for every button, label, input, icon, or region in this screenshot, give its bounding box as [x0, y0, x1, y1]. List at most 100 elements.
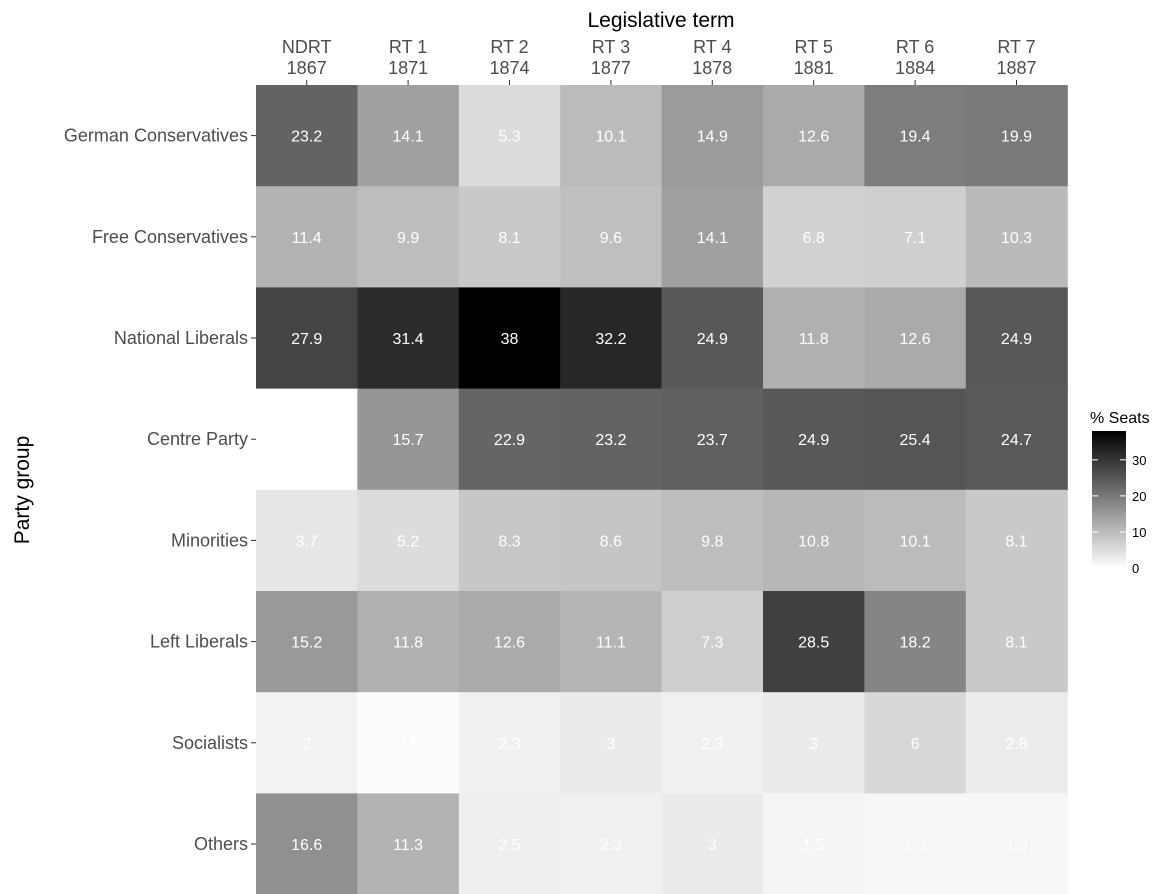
x-tick-label-term: RT 7 — [997, 37, 1035, 57]
cell-value-label: 6.8 — [803, 230, 825, 247]
cell-value-label: 12.6 — [494, 635, 525, 652]
cell-value-label: 38 — [501, 331, 519, 348]
cell-value-label: 16.6 — [291, 837, 322, 854]
cell-value-label: 3.7 — [296, 533, 318, 550]
cell-value-label: 12.6 — [798, 129, 829, 146]
cell-value-label: 5.2 — [397, 533, 419, 550]
cell-value-label: 3 — [708, 837, 717, 854]
cell-value-label: 1.5 — [803, 837, 825, 854]
cell-value-label: 19.9 — [1001, 129, 1032, 146]
cell-value-label: 5.3 — [498, 129, 520, 146]
cell-value-label: 25.4 — [900, 432, 931, 449]
y-tick-label: Centre Party — [147, 429, 248, 449]
y-tick-label: Free Conservatives — [92, 227, 248, 247]
y-axis-labels: German Conservatives Free Conservatives Na… — [64, 126, 256, 854]
cell-value-label: 31.4 — [393, 331, 424, 348]
y-tick-label: German Conservatives — [64, 126, 248, 146]
x-tick-label-year: 1878 — [692, 58, 732, 78]
cell-value-label: 10.8 — [798, 533, 829, 550]
cell-value-label: 10.3 — [1001, 230, 1032, 247]
cell-value-label: 7.1 — [904, 230, 926, 247]
x-tick-label-term: RT 2 — [490, 37, 528, 57]
cell-value-label: 11.8 — [799, 331, 829, 348]
cell-value-label: 11.4 — [292, 230, 322, 247]
cell-value-label: 3 — [809, 736, 818, 753]
cell-value-label: 2.8 — [1005, 736, 1027, 753]
legend-title: % Seats — [1090, 410, 1150, 427]
legend-tick-label: 10 — [1132, 525, 1146, 540]
cell-value-label: 6 — [911, 736, 920, 753]
x-tick-label-term: RT 3 — [592, 37, 630, 57]
cell-value-label: 3 — [606, 736, 615, 753]
legend-color-bar — [1092, 431, 1126, 568]
cell-value-label: 8.1 — [1005, 635, 1027, 652]
cell-value-label: 15.2 — [291, 635, 322, 652]
cell-value-label: 9.6 — [600, 230, 622, 247]
cell-value-label: 2.3 — [498, 736, 520, 753]
cell-value-label: 2.5 — [498, 837, 520, 854]
cell-value-label: 24.9 — [798, 432, 829, 449]
cell-value-label: 32.2 — [595, 331, 626, 348]
y-tick-label: Socialists — [172, 733, 248, 753]
heatmap-cell — [256, 389, 358, 491]
cell-value-label: 18.2 — [900, 635, 931, 652]
y-axis-title: Party group — [11, 436, 34, 545]
x-tick-label-year: 1867 — [287, 58, 327, 78]
cell-value-label: 12.6 — [900, 331, 931, 348]
cell-value-label: 2 — [302, 736, 311, 753]
cell-value-label: 23.2 — [595, 432, 626, 449]
x-tick-label-year: 1877 — [591, 58, 631, 78]
cell-value-label: 24.9 — [1001, 331, 1032, 348]
cell-value-label: 11.1 — [596, 635, 626, 652]
y-tick-label: Others — [194, 834, 248, 854]
cell-value-label: 11.8 — [393, 635, 423, 652]
legend-tick-label: 0 — [1132, 561, 1139, 576]
cell-value-label: 1.3 — [904, 837, 926, 854]
cell-value-label: 10.1 — [595, 129, 626, 146]
cell-value-label: 0.5 — [397, 736, 419, 753]
legend-tick-label: 30 — [1132, 453, 1146, 468]
x-tick-label-term: RT 4 — [693, 37, 731, 57]
cell-value-label: 9.8 — [701, 533, 723, 550]
x-tick-label-term: RT 1 — [389, 37, 427, 57]
cell-value-label: 8.6 — [600, 533, 622, 550]
cell-value-label: 1.3 — [1005, 837, 1027, 854]
cell-value-label: 24.7 — [1001, 432, 1032, 449]
cell-value-label: 2.3 — [600, 837, 622, 854]
x-tick-label-year: 1884 — [895, 58, 935, 78]
x-tick-label-year: 1887 — [996, 58, 1036, 78]
cell-value-label: 27.9 — [291, 331, 322, 348]
x-tick-label-term: RT 6 — [896, 37, 934, 57]
cell-value-label: 22.9 — [494, 432, 525, 449]
heatmap-cells: 23.2 14.1 5.3 10.1 14.9 12.6 19.4 19.9 11.4 9.9 8.… — [256, 85, 1068, 894]
cell-value-label: 8.1 — [1005, 533, 1027, 550]
cell-value-label: 8.3 — [498, 533, 520, 550]
x-tick-label-year: 1881 — [794, 58, 834, 78]
cell-value-label: 8.1 — [498, 230, 520, 247]
cell-value-label: 11.3 — [393, 837, 423, 854]
x-axis-title: Legislative term — [587, 9, 734, 32]
x-tick-label-term: NDRT — [282, 37, 332, 57]
cell-value-label: 10.1 — [900, 533, 931, 550]
cell-value-label: 15.7 — [393, 432, 424, 449]
cell-value-label: 28.5 — [798, 635, 829, 652]
cell-value-label: 14.1 — [393, 129, 424, 146]
cell-value-label: 9.9 — [397, 230, 419, 247]
y-tick-label: National Liberals — [114, 328, 248, 348]
cell-value-label: 23.2 — [291, 129, 322, 146]
x-tick-label-year: 1871 — [388, 58, 428, 78]
cell-value-label: 19.4 — [900, 129, 931, 146]
cell-value-label: 23.7 — [697, 432, 728, 449]
cell-value-label: 14.1 — [697, 230, 728, 247]
cell-value-label: 24.9 — [697, 331, 728, 348]
cell-value-label: 7.3 — [701, 635, 723, 652]
x-tick-label-year: 1874 — [489, 58, 529, 78]
color-legend: % Seats 0 10 20 30 — [1090, 410, 1150, 576]
cell-value-label: 14.9 — [697, 129, 728, 146]
y-tick-label: Left Liberals — [150, 632, 248, 652]
legend-tick-label: 20 — [1132, 489, 1146, 504]
x-tick-label-term: RT 5 — [795, 37, 833, 57]
cell-value-label: 2.3 — [701, 736, 723, 753]
